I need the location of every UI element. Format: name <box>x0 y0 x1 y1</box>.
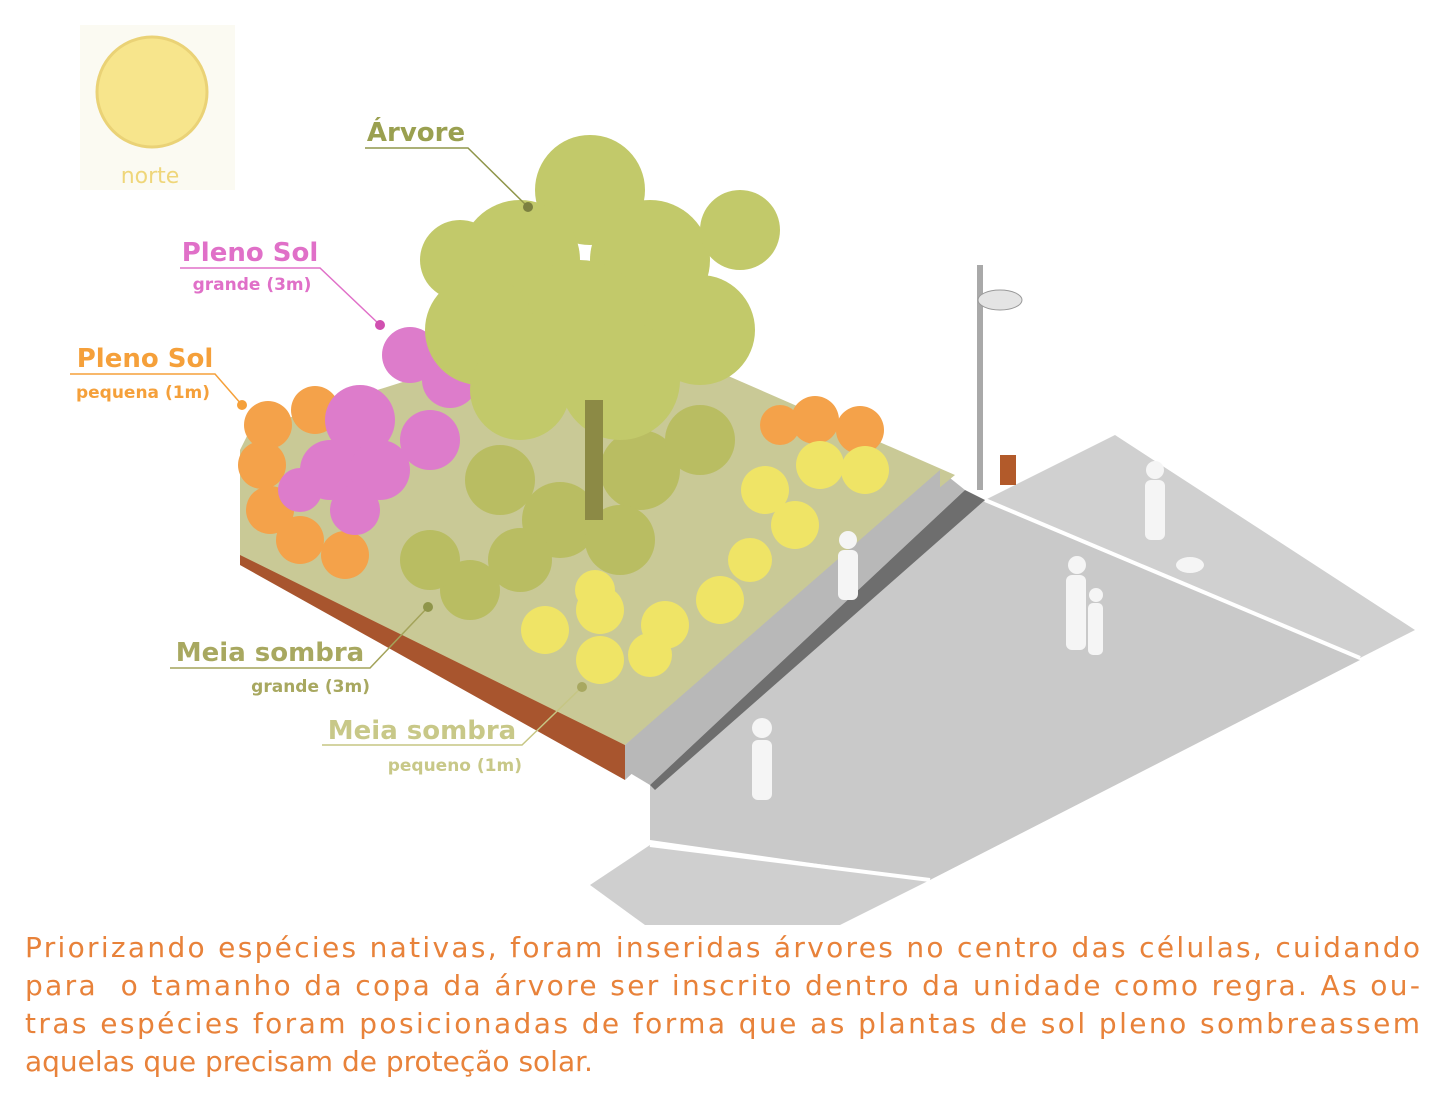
shrub-pink <box>278 468 322 512</box>
label-title: Árvore <box>367 116 465 148</box>
shrub-yellow <box>796 441 844 489</box>
shrub-yellow <box>521 606 569 654</box>
tree-canopy <box>420 220 500 300</box>
shrub-yellow <box>628 633 672 677</box>
tree-canopy <box>470 340 570 440</box>
sun-label: norte <box>121 164 180 189</box>
shrub-yellow <box>728 538 772 582</box>
caption-line: aquelas que precisam de proteção solar. <box>25 1045 593 1078</box>
shrub-pink <box>400 410 460 470</box>
label-subtitle: pequeno (1m) <box>388 756 522 776</box>
bin <box>1000 455 1016 485</box>
tree-trunk <box>585 400 603 520</box>
label-title: Pleno Sol <box>182 238 319 268</box>
shrub-yellow <box>771 501 819 549</box>
tree-canopy <box>560 320 680 440</box>
lamp <box>978 290 1022 310</box>
label-subtitle: grande (3m) <box>251 677 370 697</box>
callout-dot <box>375 320 385 330</box>
illustration: norte Árvore Pleno Sol grande (3m) Pleno… <box>0 0 1432 1102</box>
shrub-orange <box>321 531 369 579</box>
foliage-green <box>400 530 460 590</box>
callout-dot <box>237 400 247 410</box>
shrub-yellow <box>696 576 744 624</box>
shrub-yellow <box>841 446 889 494</box>
shrub-pink <box>330 485 380 535</box>
label-subtitle: grande (3m) <box>193 275 312 295</box>
caption-line: Priorizando espécies nativas, foram inse… <box>25 931 1420 964</box>
tree-canopy <box>700 190 780 270</box>
foliage-green <box>665 405 735 475</box>
callout-dot <box>423 602 433 612</box>
callout-dot <box>577 682 587 692</box>
shrub-orange <box>238 441 286 489</box>
shrub-orange <box>760 405 800 445</box>
shrub-yellow <box>576 636 624 684</box>
label-title: Meia sombra <box>328 716 516 746</box>
label-title: Meia sombra <box>176 638 364 668</box>
shrub-orange <box>276 516 324 564</box>
callout-dot <box>523 202 533 212</box>
sun <box>97 37 207 147</box>
shrub-yellow <box>575 570 615 610</box>
caption-line: para o tamanho da copa da árvore ser ins… <box>25 969 1420 1002</box>
foliage-green <box>465 445 535 515</box>
label-subtitle: pequena (1m) <box>76 383 210 403</box>
label-title: Pleno Sol <box>77 344 214 374</box>
caption-line: tras espécies foram posicionadas de form… <box>25 1007 1420 1040</box>
